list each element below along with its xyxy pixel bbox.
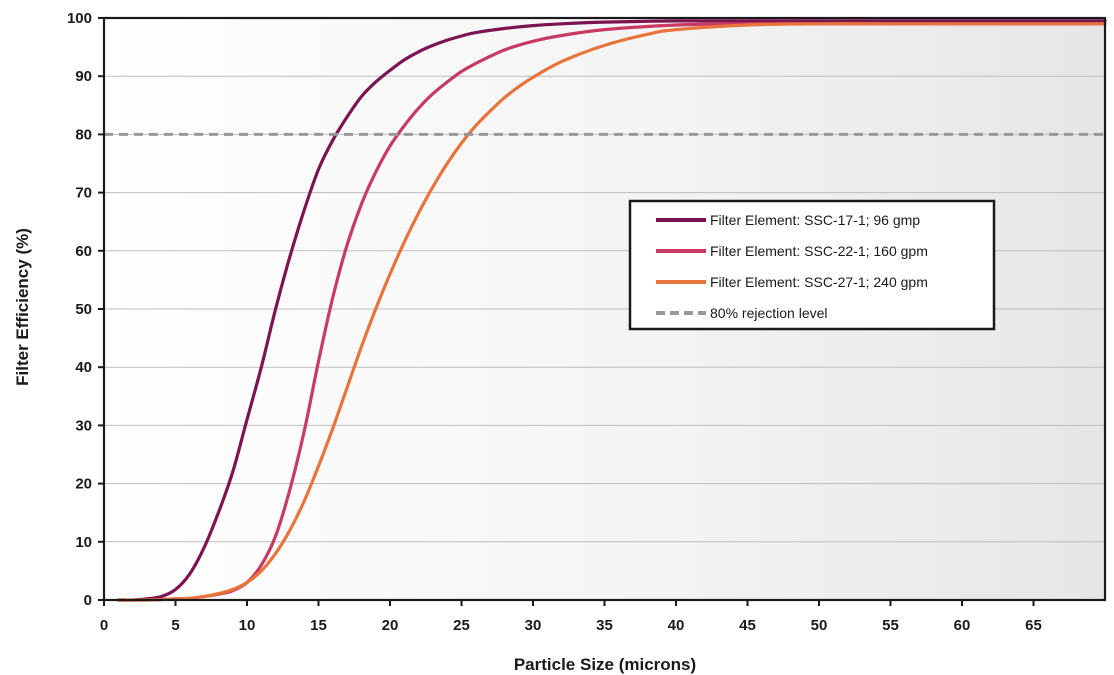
series-line-3 [116,22,1107,602]
y-tick-label: 50 [75,301,92,318]
x-tick-label: 10 [239,617,256,634]
y-tick-label: 70 [75,185,92,202]
y-tick-label: 80 [75,126,92,143]
legend-label-2: Filter Element: SSC-22-1; 160 gpm [710,243,928,259]
x-tick-label: 55 [882,617,899,634]
y-axis-title: Filter Efficiency (%) [13,228,32,386]
y-tick-label: 60 [75,243,92,260]
x-tick-label: 50 [811,617,828,634]
x-tick-label: 20 [382,617,399,634]
y-tick-label: 100 [67,10,92,27]
y-tick-label: 30 [75,417,92,434]
x-tick-label: 0 [100,617,108,634]
legend-label-1: Filter Element: SSC-17-1; 96 gmp [710,212,920,228]
y-tick-label: 20 [75,476,92,493]
x-tick-label: 30 [525,617,542,634]
x-tick-label: 40 [668,617,685,634]
y-tick-label: 40 [75,359,92,376]
x-tick-label: 45 [739,617,756,634]
series-line-1 [116,19,1107,602]
x-tick-label: 25 [453,617,470,634]
x-tick-label: 65 [1025,617,1042,634]
x-tick-label: 35 [596,617,613,634]
y-tick-label: 0 [84,592,92,609]
legend-box [628,199,996,331]
legend: Filter Element: SSC-17-1; 96 gmp Filter E… [628,199,996,331]
x-tick-label: 5 [171,617,179,634]
legend-label-4: 80% rejection level [710,305,828,321]
y-tick-label: 90 [75,68,92,85]
x-tick-label: 15 [310,617,327,634]
y-tick-label: 10 [75,534,92,551]
x-axis-title: Particle Size (microns) [514,655,696,674]
x-tick-label: 60 [954,617,971,634]
legend-label-3: Filter Element: SSC-27-1; 240 gpm [710,274,928,290]
